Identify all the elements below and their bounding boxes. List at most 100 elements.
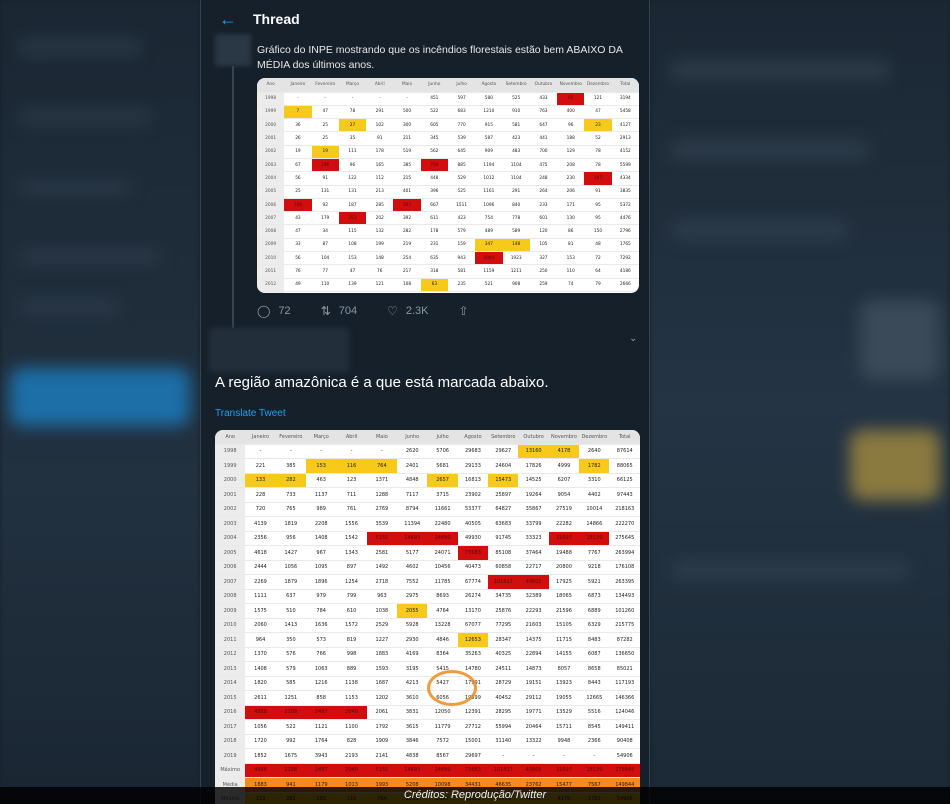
table-cell: 263395 <box>609 574 640 590</box>
table-cell: 96 <box>338 158 367 173</box>
table-cell: 522 <box>420 105 448 120</box>
table-cell: 4618 <box>245 545 276 561</box>
table-cell: 25 <box>284 185 312 199</box>
table-cell: 47 <box>338 264 367 279</box>
back-arrow-icon[interactable]: ← <box>219 8 237 29</box>
retweet-button[interactable]: ⇅ 704 <box>321 304 357 318</box>
table-cell: 76 <box>366 264 394 279</box>
table-cell: 14375 <box>518 632 549 648</box>
reply-icon: ◯ <box>257 304 271 318</box>
translate-tweet-link[interactable]: Translate Tweet <box>215 408 286 419</box>
table-cell: 11661 <box>427 502 458 517</box>
table-row: 2006 2444 1056 1095 897 1492 4602 10456 40473 608… <box>215 560 640 575</box>
table-row: 2009 33 87 108 199 219 231 159 347 148 105 81 48 1765 <box>257 238 639 253</box>
table-cell: 423 <box>447 211 476 226</box>
table-cell: 27519 <box>548 502 580 517</box>
row-label: 2013 <box>215 661 246 677</box>
blurred-nav-item <box>20 40 140 54</box>
row-label: 2016 <box>215 705 246 720</box>
table-cell: 12050 <box>427 705 458 720</box>
table-cell: 18139 <box>579 763 610 778</box>
table-cell: 153 <box>306 458 337 474</box>
table-cell: 13228 <box>427 618 458 633</box>
avatar[interactable] <box>215 34 251 66</box>
table-cell: 318 <box>420 264 448 279</box>
table-cell: 4868 <box>245 763 276 778</box>
row-label: 2007 <box>215 574 246 590</box>
table-cell: 133 <box>245 473 276 488</box>
avatar[interactable] <box>209 328 349 372</box>
table-cell: 1159 <box>475 264 503 279</box>
row-label: 2006 <box>257 198 285 213</box>
table-cell: 19151 <box>518 676 549 691</box>
table-cell: 1820 <box>245 676 276 691</box>
table-cell: 35263 <box>457 647 489 662</box>
table-cell: 1096 <box>475 198 503 213</box>
table-cell: 27 <box>338 118 367 133</box>
table-cell: 6873 <box>579 589 610 604</box>
table-cell: 11779 <box>427 719 458 735</box>
tweet-image-table-2[interactable]: Ano Janeiro Fevereiro Março Abril Maio Junho Ju… <box>215 430 640 804</box>
table-cell: 2084 <box>475 251 503 266</box>
like-button[interactable]: ♡ 2.3K <box>387 304 428 318</box>
row-label: 2012 <box>257 278 285 292</box>
table-cell: 153 <box>338 251 367 266</box>
share-button[interactable]: ⇧ <box>459 304 477 318</box>
table-cell: 67774 <box>457 574 489 590</box>
column-header: Julho <box>427 430 458 445</box>
retweet-icon: ⇅ <box>320 304 331 318</box>
table-cell: 6329 <box>579 618 610 633</box>
tweet-image-table-1[interactable]: Ano Janeiro Fevereiro Março Abril Maio Junho Ju… <box>257 78 639 293</box>
table-cell: 963 <box>366 589 398 604</box>
table-cell: 21603 <box>518 618 549 633</box>
table-cell: 132 <box>366 224 394 239</box>
row-label: 2004 <box>257 171 285 186</box>
table-cell: 400 <box>557 105 585 120</box>
thread-column: ← Thread Gráfico do INPE mostrando que o… <box>200 0 650 804</box>
table-cell: 251 <box>338 211 367 226</box>
table-cell: 602 <box>475 291 503 293</box>
table-cell: 2444 <box>245 560 276 575</box>
table-cell: 29683 <box>457 444 489 459</box>
table-cell: 61 <box>338 291 367 293</box>
table-cell: 2529 <box>366 618 398 633</box>
table-cell: 4127 <box>611 118 639 133</box>
reply-button[interactable]: ◯ 72 <box>257 304 291 318</box>
table-cell: 525 <box>502 92 530 106</box>
table-cell: 5706 <box>427 444 458 459</box>
table-cell: 754 <box>475 211 503 226</box>
row-label: 2001 <box>257 131 285 146</box>
table-cell: 13923 <box>548 676 580 691</box>
table-cell: 637 <box>275 589 307 604</box>
table-cell: 23902 <box>457 487 489 503</box>
table-cell: 85 <box>557 92 585 106</box>
blurred-left-sidebar <box>0 0 200 804</box>
table-cell: 576 <box>275 647 307 662</box>
table-cell: 4868 <box>245 705 276 720</box>
table-cell: 5599 <box>611 158 639 173</box>
table-cell: 35867 <box>518 502 549 517</box>
table-cell: 282 <box>275 473 307 488</box>
table-cell: 4838 <box>397 748 428 764</box>
table-cell: 19264 <box>518 487 549 503</box>
table-cell: 187 <box>338 198 367 213</box>
column-header: Total <box>609 430 640 445</box>
table-cell: 3194 <box>611 92 639 106</box>
column-header: Maio <box>393 78 421 93</box>
table-cell: 215 <box>393 171 421 186</box>
table-cell: - <box>366 92 394 106</box>
table-cell: 573 <box>306 632 337 648</box>
column-header: Outubro <box>518 430 549 445</box>
table-cell: 77 <box>311 264 339 279</box>
chevron-down-icon[interactable]: ⌄ <box>629 333 638 344</box>
table-cell: 104 <box>311 251 339 266</box>
table-header-row: Ano Janeiro Fevereiro Março Abril Maio Junho Ju… <box>215 430 640 445</box>
table-cell: 489 <box>475 224 503 239</box>
table-cell: 761 <box>336 502 367 517</box>
table-cell: 2060 <box>245 618 276 633</box>
table-cell: 720 <box>245 502 276 517</box>
table-cell: 4139 <box>245 516 276 532</box>
table-cell: 9218 <box>579 560 610 575</box>
table-row: 2001 26 25 35 91 211 345 539 587 423 441 188 52 2913 <box>257 131 639 146</box>
